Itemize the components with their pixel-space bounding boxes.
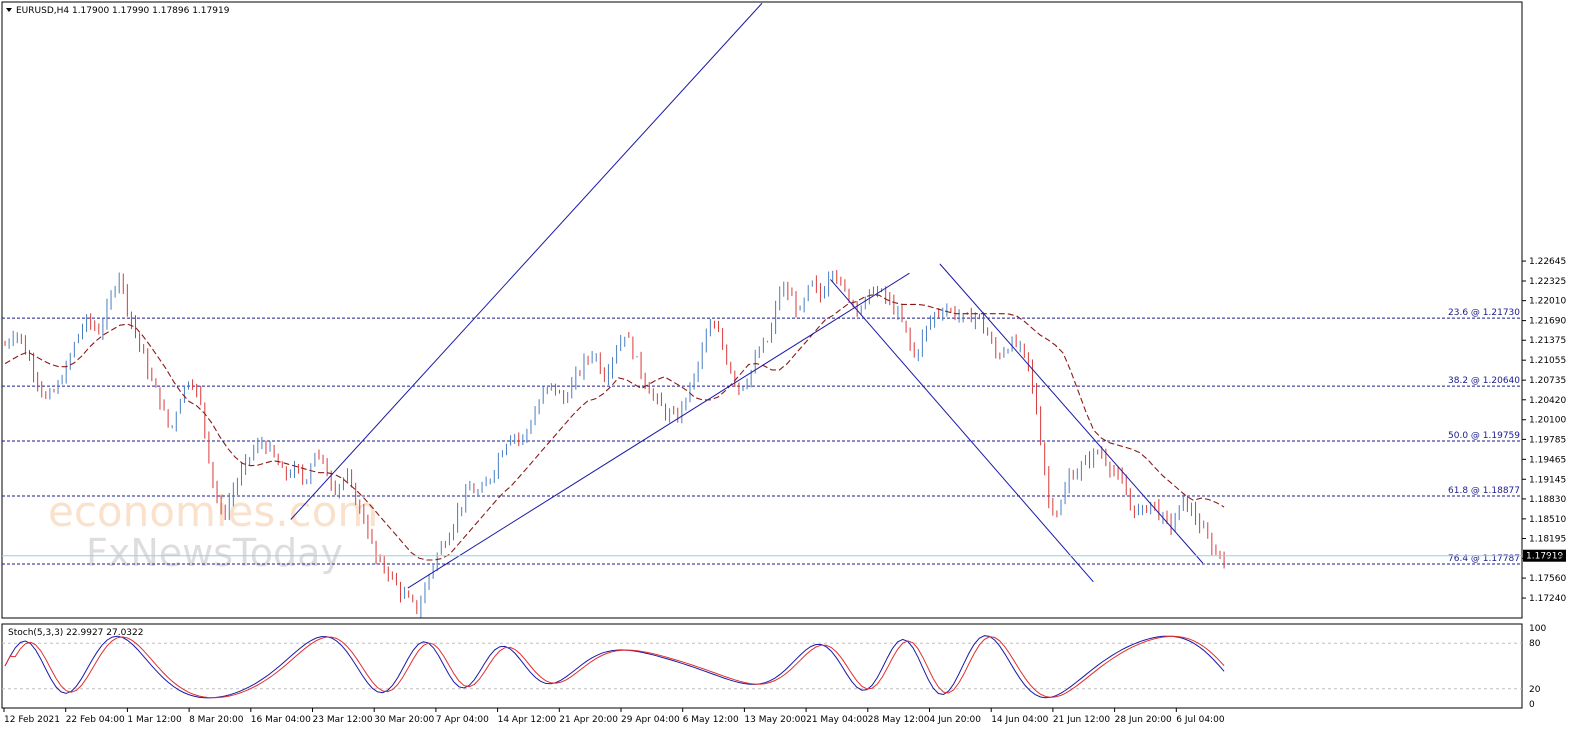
x-tick-label: 21 May 04:00 <box>806 715 868 725</box>
ma-line <box>4 294 1225 561</box>
x-tick-label: 13 May 20:00 <box>744 715 806 725</box>
time-axis: 12 Feb 2021 22 Feb 04:00 1 Mar 12:00 8 Mar … <box>3 708 1225 725</box>
trendline-down-lower <box>830 279 1094 583</box>
stochastic-oscillator: 100 80 20 0 <box>2 624 1546 710</box>
x-tick-label: 14 Apr 12:00 <box>498 715 557 725</box>
x-tick-label: 28 May 12:00 <box>868 715 930 725</box>
trendlines <box>290 2 1204 589</box>
x-tick-label: 12 Feb 2021 <box>4 715 60 725</box>
x-tick-label: 7 Apr 04:00 <box>436 715 489 725</box>
y-tick-label: 1.18830 <box>1529 495 1566 505</box>
y-tick-label: 1.21055 <box>1529 356 1566 366</box>
x-tick-label: 4 Jun 20:00 <box>930 715 982 725</box>
y-tick-label: 1.20420 <box>1529 396 1566 406</box>
y-tick-label: 1.18510 <box>1529 515 1566 525</box>
moving-average <box>4 294 1225 561</box>
fib-label: 23.6 @ 1.21730 <box>1448 308 1520 318</box>
current-price-line: 1.17919 <box>2 549 1566 562</box>
fib-label: 76.4 @ 1.17787 <box>1448 554 1520 564</box>
x-tick-label: 28 Jun 20:00 <box>1115 715 1172 725</box>
y-tick-label: 1.17875 <box>1529 554 1566 564</box>
y-tick-label: 1.22325 <box>1529 277 1566 287</box>
collapse-triangle-icon[interactable] <box>6 8 12 12</box>
stoch-d-line <box>4 635 1225 699</box>
fibonacci-levels: 23.6 @ 1.21730 38.2 @ 1.20640 50.0 @ 1.197… <box>2 308 1522 565</box>
stoch-tick-label: 100 <box>1529 624 1546 634</box>
x-tick-label: 30 Mar 20:00 <box>374 715 434 725</box>
y-tick-label: 1.19145 <box>1529 475 1566 485</box>
watermark-economies: economies.com <box>48 487 378 536</box>
y-tick-label: 1.18195 <box>1529 535 1566 545</box>
stoch-label: Stoch(5,3,3) 22.9927 27.0322 <box>8 628 143 638</box>
y-tick-label: 1.21375 <box>1529 336 1566 346</box>
x-tick-label: 21 Jun 12:00 <box>1053 715 1110 725</box>
trendline-channel-upper <box>290 2 763 520</box>
x-tick-label: 21 Apr 20:00 <box>559 715 618 725</box>
x-tick-label: 23 Mar 12:00 <box>313 715 373 725</box>
y-tick-label: 1.17560 <box>1529 574 1566 584</box>
trendline-down-upper <box>939 263 1204 564</box>
y-tick-label: 1.19465 <box>1529 455 1566 465</box>
symbol-header: EURUSD,H4 1.17900 1.17990 1.17896 1.1791… <box>16 6 230 16</box>
price-tag-label: 1.17919 <box>1526 552 1563 562</box>
main-plot-frame <box>1 1 1523 619</box>
price-tag-box <box>1523 549 1566 562</box>
x-tick-label: 29 Apr 04:00 <box>621 715 680 725</box>
y-tick-label: 1.20100 <box>1529 416 1566 426</box>
y-tick-label: 1.17240 <box>1529 594 1566 604</box>
y-tick-label: 1.22010 <box>1529 297 1566 307</box>
stoch-plot-frame <box>1 623 1523 709</box>
x-tick-label: 6 Jul 04:00 <box>1176 715 1225 725</box>
x-tick-label: 6 May 12:00 <box>683 715 739 725</box>
y-tick-label: 1.19785 <box>1529 435 1566 445</box>
x-tick-label: 1 Mar 12:00 <box>127 715 182 725</box>
x-tick-label: 14 Jun 04:00 <box>991 715 1048 725</box>
trendline-channel-lower <box>407 272 910 589</box>
x-tick-label: 22 Feb 04:00 <box>66 715 125 725</box>
stoch-tick-label: 20 <box>1529 685 1541 695</box>
fib-label: 50.0 @ 1.19759 <box>1448 431 1520 441</box>
x-tick-label: 8 Mar 20:00 <box>189 715 244 725</box>
x-tick-label: 16 Mar 04:00 <box>251 715 311 725</box>
watermark-fxnewstoday: FxNewsToday <box>86 531 343 575</box>
price-axis: 1.22645 1.22325 1.22010 1.21690 1.21375 1.210… <box>1522 257 1566 604</box>
fib-label: 38.2 @ 1.20640 <box>1448 376 1520 386</box>
stoch-tick-label: 80 <box>1529 639 1541 649</box>
stoch-tick-label: 0 <box>1529 700 1535 710</box>
fib-label: 61.8 @ 1.18877 <box>1448 486 1520 496</box>
y-tick-label: 1.20735 <box>1529 376 1566 386</box>
y-tick-label: 1.22645 <box>1529 257 1566 267</box>
y-tick-label: 1.21690 <box>1529 317 1566 327</box>
